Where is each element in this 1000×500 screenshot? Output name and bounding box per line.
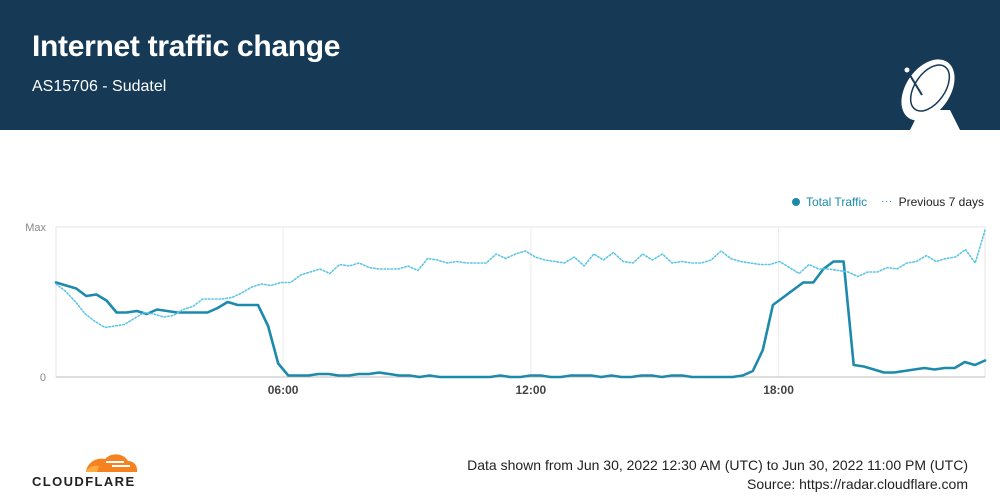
chart-footer: Data shown from Jun 30, 2022 12:30 AM (U…	[467, 456, 968, 494]
series-line-previous	[55, 229, 986, 329]
legend-dot-icon	[791, 198, 800, 206]
plot-frame	[55, 226, 986, 378]
y-tick-label: Max	[25, 222, 46, 234]
cloudflare-logo-icon	[86, 454, 138, 472]
cloudflare-logo-text: CLOUDFLARE	[32, 474, 136, 489]
series-line-current	[54, 260, 987, 379]
y-tick-label: 0	[40, 372, 46, 384]
satellite-dish-icon	[901, 59, 960, 130]
legend-label-previous: Previous 7 days	[898, 195, 984, 209]
legend-item-current[interactable]: Total Traffic	[791, 195, 868, 209]
x-tick-label: 12:00	[515, 383, 546, 397]
page-title: Internet traffic change	[32, 30, 341, 63]
x-tick-label: 06:00	[268, 383, 299, 397]
chart-legend: Total Traffic ··· Previous 7 days	[791, 195, 984, 209]
legend-dotted-line-icon: ···	[881, 196, 893, 207]
header-banner: Internet traffic change AS15706 - Sudate…	[0, 0, 1000, 130]
legend-item-previous[interactable]: ··· Previous 7 days	[881, 195, 984, 209]
x-tick-label: 18:00	[763, 383, 794, 397]
legend-label-current: Total Traffic	[805, 195, 868, 209]
traffic-chart[interactable]: 06:00 12:00 18:00 Max 0	[0, 215, 1000, 405]
date-range-text: Data shown from Jun 30, 2022 12:30 AM (U…	[467, 457, 968, 473]
source-link[interactable]: Source: https://radar.cloudflare.com	[747, 476, 968, 492]
page-subtitle: AS15706 - Sudatel	[32, 78, 167, 95]
